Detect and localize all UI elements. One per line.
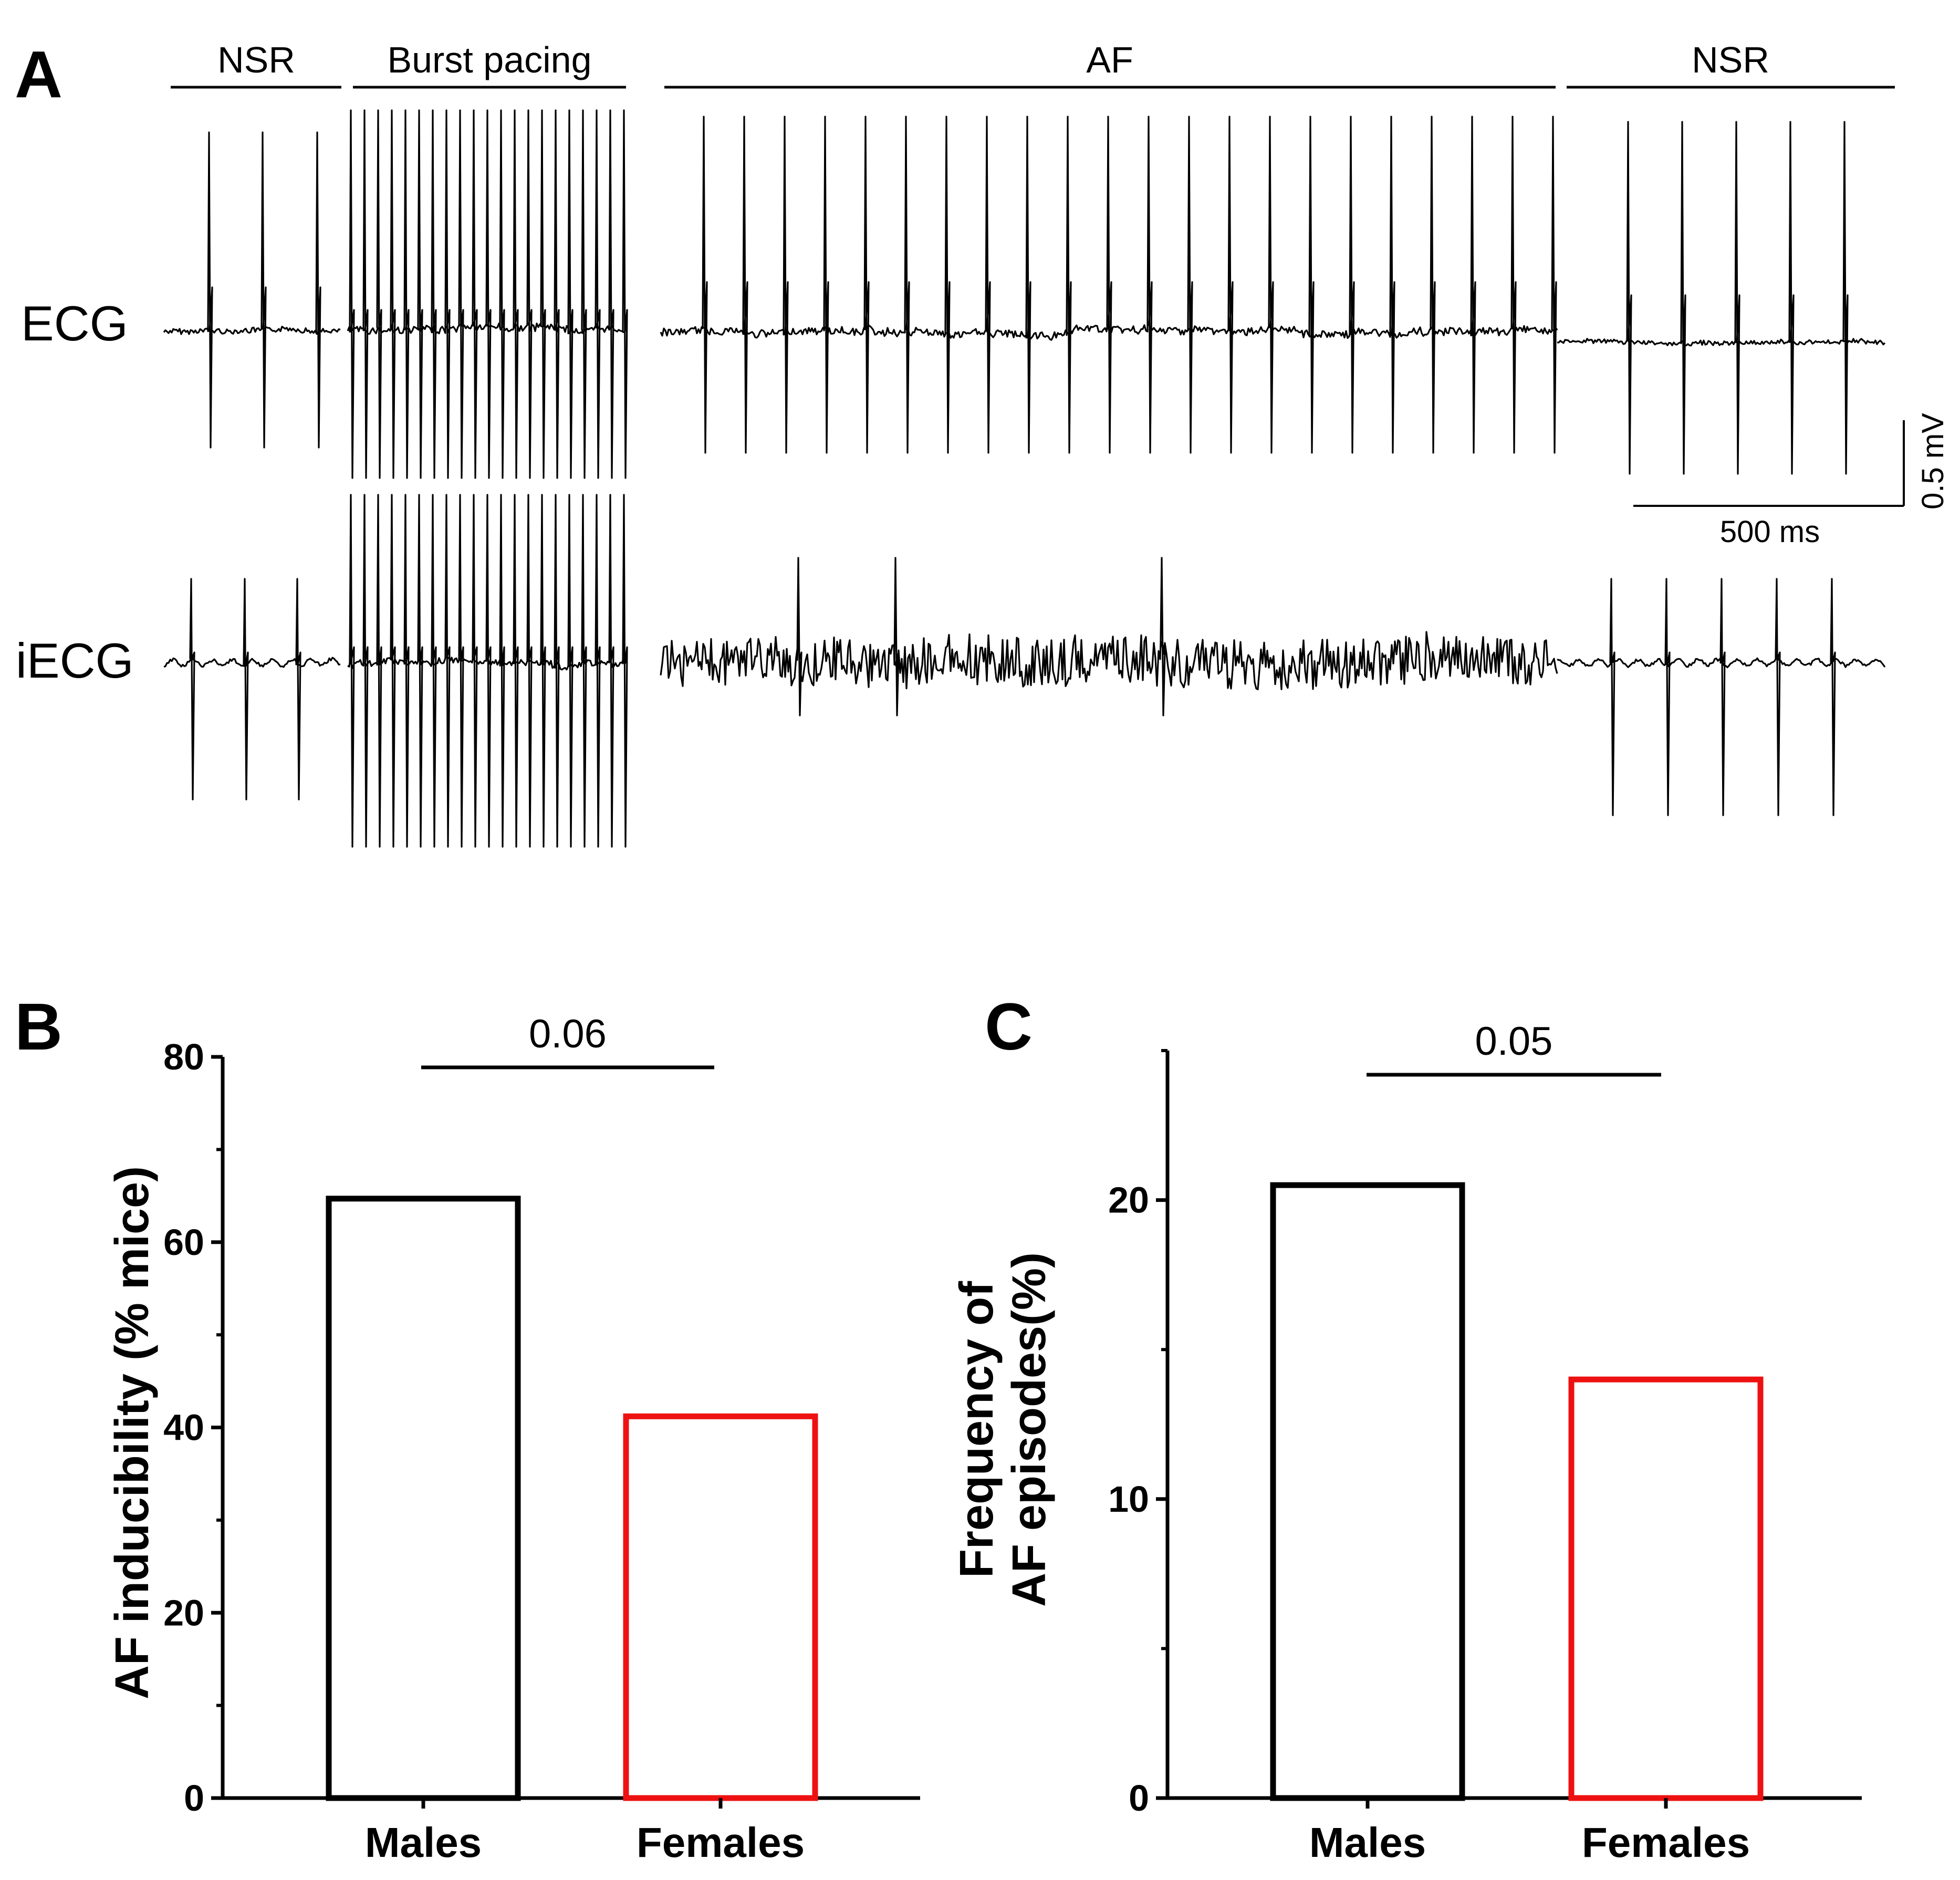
bar-males xyxy=(326,1196,521,1801)
y-tick-label: 0 xyxy=(1129,1778,1149,1819)
y-tick-label: 20 xyxy=(1108,1180,1149,1221)
chart-af-episode-frequency: 0 10 20 Males Females 0.05 Frequency of AF epis… xyxy=(951,1019,1862,1866)
segment-label-af: AF xyxy=(1086,39,1133,80)
bar-males xyxy=(1270,1182,1465,1801)
iecg-segment-af xyxy=(660,557,1558,716)
y-axis-title-line-2: AF episodes(%) xyxy=(1003,1252,1056,1607)
y-axis-title-line-1: Frequency of xyxy=(951,1281,1003,1578)
p-value-label: 0.05 xyxy=(1475,1019,1553,1064)
y-tick-label: 20 xyxy=(163,1592,204,1633)
panel-b-label: B xyxy=(15,990,62,1064)
ecg-segment-nsr-1 xyxy=(163,131,341,449)
y-axis-title: AF inducibility (% mice) xyxy=(106,1166,159,1699)
y-tick-label: 80 xyxy=(163,1036,204,1077)
ecg-segment-af xyxy=(660,116,1558,454)
x-tick-label-males: Males xyxy=(1309,1819,1426,1866)
segment-label-burst-pacing: Burst pacing xyxy=(387,39,591,80)
trace-label-ecg: ECG xyxy=(21,296,128,351)
bar-females xyxy=(1568,1376,1764,1801)
panel-c: C 0 10 20 Males Females 0.05 Frequency of AF ep… xyxy=(951,990,1862,1866)
panel-a-label: A xyxy=(15,37,62,111)
panel-a: A NSR Burst pacing AF NSR ECG iECG 500 m… xyxy=(15,37,1950,848)
y-tick-label: 60 xyxy=(163,1222,204,1263)
ecg-trace xyxy=(163,109,1886,479)
ecg-segment-nsr-2 xyxy=(1557,121,1886,475)
x-tick-label-females: Females xyxy=(637,1819,805,1866)
segment-label-nsr-1: NSR xyxy=(217,39,295,80)
y-tick-label: 40 xyxy=(163,1407,204,1448)
p-value-label: 0.06 xyxy=(529,1012,607,1056)
panel-c-label: C xyxy=(985,990,1033,1064)
voltage-scale-label: 0.5 mV xyxy=(1916,413,1950,510)
x-tick-label-males: Males xyxy=(365,1819,482,1866)
x-tick-label-females: Females xyxy=(1582,1819,1750,1866)
y-tick-label: 0 xyxy=(184,1778,204,1819)
time-scale-label: 500 ms xyxy=(1720,515,1820,549)
segment-label-nsr-2: NSR xyxy=(1692,39,1769,80)
y-tick-label: 10 xyxy=(1108,1479,1149,1520)
iecg-segment-nsr-2 xyxy=(1557,578,1886,816)
bar-females xyxy=(623,1413,818,1801)
ecg-segment-burst xyxy=(347,109,628,479)
iecg-segment-nsr-1 xyxy=(163,578,341,801)
panel-b: B 0 20 40 60 80 Males Females 0.06 AF inducibili… xyxy=(15,990,920,1866)
trace-label-iecg: iECG xyxy=(16,633,134,688)
chart-af-inducibility: 0 20 40 60 80 Males Females 0.06 AF inducibility… xyxy=(106,1012,920,1866)
iecg-trace xyxy=(163,494,1886,848)
iecg-segment-burst xyxy=(347,494,628,848)
